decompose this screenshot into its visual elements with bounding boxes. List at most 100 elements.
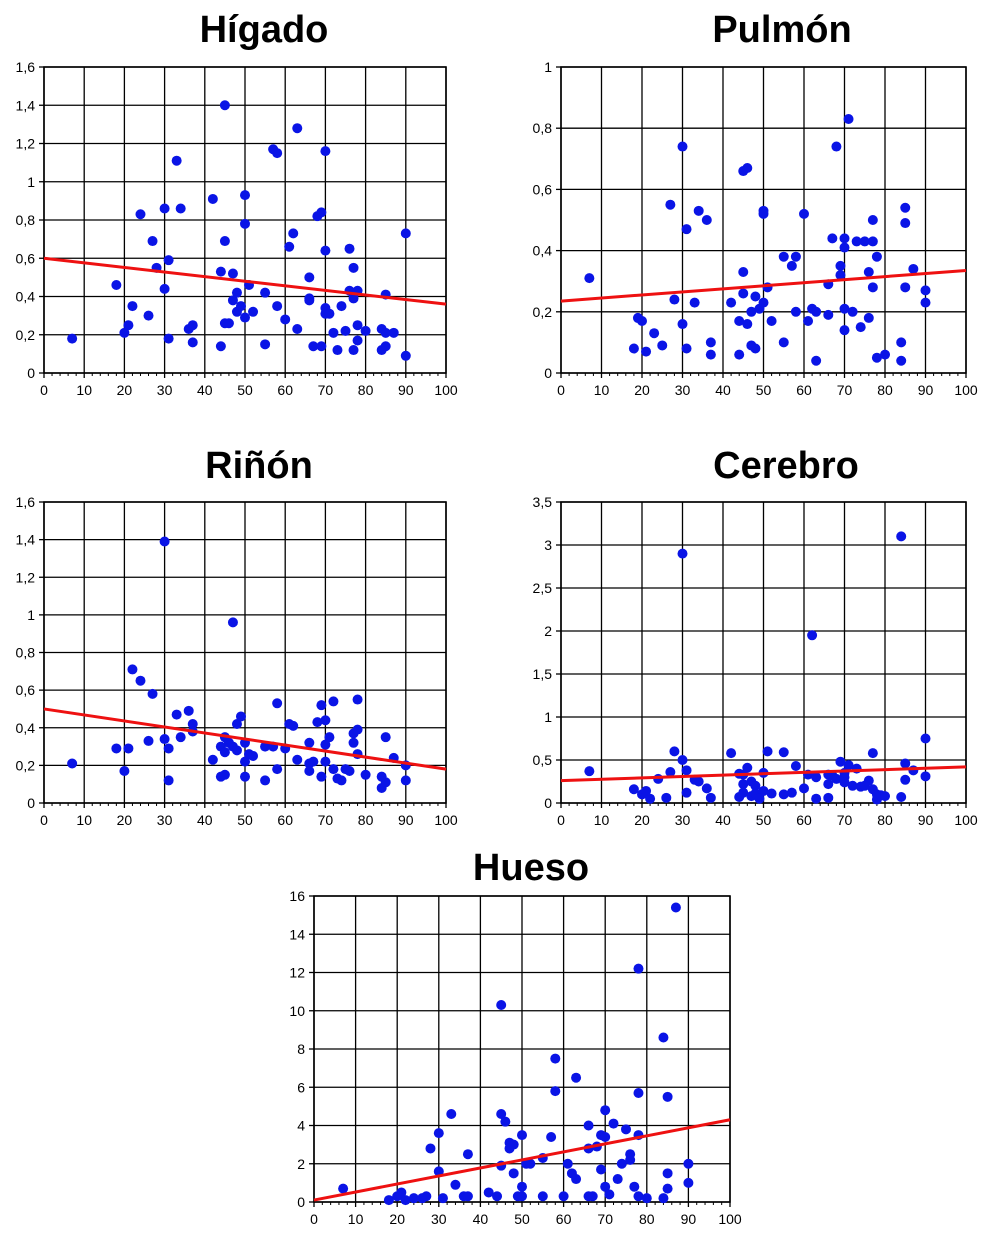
pulmon-data-point — [843, 114, 854, 125]
cerebro-xtick-label: 70 — [837, 812, 853, 828]
rinon-ytick-label: 0,4 — [16, 720, 36, 736]
higado-data-point — [248, 306, 259, 317]
rinon-data-point — [163, 743, 174, 754]
cerebro-data-point — [920, 733, 931, 744]
pulmon-ytick-label: 0,8 — [533, 120, 553, 136]
hueso-xtick-label: 20 — [389, 1211, 405, 1227]
higado-trend-line — [43, 256, 447, 306]
pulmon-data-point — [641, 346, 652, 357]
cerebro-ytick-label: 1 — [544, 709, 552, 725]
rinon-data-point — [159, 536, 170, 547]
rinon-xtick-label: 50 — [237, 812, 253, 828]
higado-xtick-label: 100 — [434, 382, 458, 398]
higado-ytick-label: 0,8 — [16, 212, 36, 228]
cerebro-data-point — [920, 771, 931, 782]
cerebro-data-point — [867, 748, 878, 759]
rinon-data-point — [348, 737, 359, 748]
rinon-ytick-label: 0,6 — [16, 682, 36, 698]
cerebro-ytick-label: 3 — [544, 537, 552, 553]
rinon-data-point — [159, 734, 170, 745]
pulmon-xtick-label: 90 — [918, 382, 934, 398]
hueso-ytick-label: 12 — [289, 965, 305, 981]
higado-data-point — [388, 327, 399, 338]
rinon-data-point — [400, 775, 411, 786]
cerebro-xtick-label: 10 — [594, 812, 610, 828]
rinon-data-point — [324, 732, 335, 743]
pulmon-data-point — [681, 343, 692, 354]
pulmon-data-point — [799, 208, 809, 219]
pulmon-data-point — [859, 236, 870, 247]
hueso-data-point — [587, 1191, 598, 1202]
higado-data-point — [67, 333, 78, 344]
higado-xtick-label: 80 — [358, 382, 374, 398]
rinon-trend-line — [43, 707, 447, 771]
pulmon-data-point — [778, 251, 789, 262]
cerebro-xtick-label: 60 — [796, 812, 812, 828]
pulmon-data-point — [823, 309, 834, 320]
rinon-xtick-label: 80 — [358, 812, 374, 828]
higado-data-point — [187, 337, 198, 348]
hueso-data-point — [596, 1164, 607, 1175]
pulmon-ytick-label: 0 — [544, 365, 552, 381]
rinon-data-point — [304, 766, 315, 777]
pulmon-data-point — [803, 315, 814, 326]
pulmon-data-point — [900, 202, 911, 213]
higado-data-point — [111, 280, 122, 291]
plot-pulmon: 00,20,40,60,810 10 20 30 40 50 60 70 80 90 100 — [533, 59, 978, 398]
pulmon-xtick-label: 40 — [715, 382, 731, 398]
pulmon-data-point — [871, 251, 882, 262]
higado-data-point — [332, 345, 343, 356]
hueso-data-point — [571, 1072, 582, 1083]
hueso-data-point — [633, 1087, 644, 1098]
hueso-data-point — [517, 1181, 527, 1192]
rinon-data-point — [171, 709, 182, 720]
cerebro-xtick-label: 50 — [756, 812, 772, 828]
higado-ytick-label: 1,6 — [16, 59, 36, 75]
higado-ytick-label: 0 — [27, 365, 35, 381]
hueso-xtick-label: 40 — [473, 1211, 489, 1227]
hueso-data-point — [683, 1158, 694, 1169]
higado-ytick-label: 0,2 — [16, 327, 36, 343]
cerebro-data-point — [847, 780, 858, 791]
cerebro-ytick-label: 3,5 — [533, 494, 553, 510]
pulmon-data-point — [839, 325, 850, 336]
hueso-xtick-label: 70 — [597, 1211, 613, 1227]
rinon-xtick-label: 30 — [157, 812, 173, 828]
pulmon-data-point — [628, 343, 639, 354]
pulmon-data-point — [746, 306, 757, 317]
cerebro-xtick-label: 0 — [557, 812, 565, 828]
hueso-data-point — [583, 1120, 594, 1131]
hueso-data-point — [641, 1193, 652, 1204]
higado-data-point — [219, 100, 230, 111]
higado-data-point — [324, 308, 335, 319]
pulmon-data-point — [920, 285, 931, 296]
rinon-data-point — [183, 705, 194, 716]
pulmon-data-point — [742, 319, 753, 330]
cerebro-xtick-label: 40 — [715, 812, 731, 828]
cerebro-plot-frame — [560, 501, 967, 804]
hueso-xtick-label: 0 — [310, 1211, 318, 1227]
rinon-data-point — [219, 747, 230, 758]
hueso-xtick-label: 90 — [681, 1211, 697, 1227]
rinon-ytick-label: 0 — [27, 795, 35, 811]
cerebro-data-point — [693, 776, 704, 787]
pulmon-xtick-label: 0 — [557, 382, 565, 398]
rinon-data-point — [123, 743, 134, 754]
hueso-ytick-label: 14 — [289, 926, 305, 942]
higado-data-point — [348, 345, 359, 356]
pulmon-data-point — [827, 233, 838, 244]
hueso-data-point — [437, 1193, 448, 1204]
chart-title-hueso: Hueso — [473, 847, 589, 889]
higado-data-point — [187, 320, 198, 331]
hueso-ytick-label: 8 — [297, 1041, 305, 1057]
higado-data-point — [292, 324, 303, 335]
higado-data-point — [159, 203, 170, 214]
hueso-data-point — [621, 1124, 631, 1135]
rinon-data-point — [240, 756, 250, 767]
rinon-plot-frame — [43, 501, 447, 804]
higado-data-point — [171, 155, 182, 166]
pulmon-data-point — [835, 260, 846, 271]
rinon-data-point — [231, 718, 242, 729]
higado-data-point — [304, 295, 315, 306]
